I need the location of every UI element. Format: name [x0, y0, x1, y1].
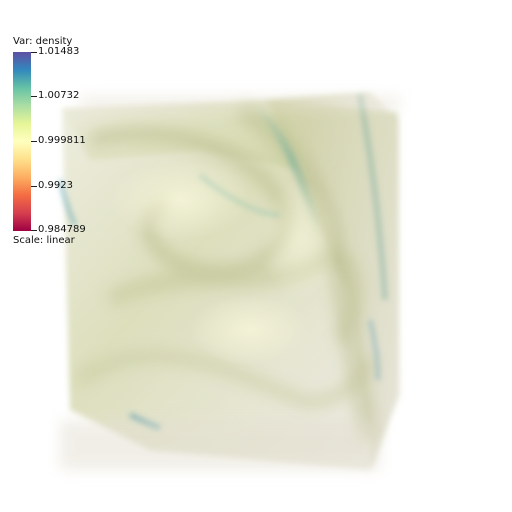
legend-title: Var: density: [13, 36, 73, 47]
colorbar-tick: [31, 141, 37, 142]
colorbar-tick-label: 1.01483: [38, 46, 80, 57]
colorbar-legend: Var: density 1.01483 1.00732 0.999811 0.…: [0, 0, 200, 260]
colorbar-tick: [31, 96, 37, 97]
colorbar-tick-label: 1.00732: [38, 90, 80, 101]
colorbar-tick: [31, 230, 37, 231]
colorbar-tick-label: 0.999811: [38, 135, 86, 146]
colorbar-tick: [31, 52, 37, 53]
colorbar-tick: [31, 186, 37, 187]
colorbar-tick-label: 0.9923: [38, 180, 73, 191]
colorbar-tick-label: 0.984789: [38, 224, 86, 235]
legend-scale-label: Scale: linear: [13, 235, 75, 246]
colorbar: [13, 52, 31, 231]
